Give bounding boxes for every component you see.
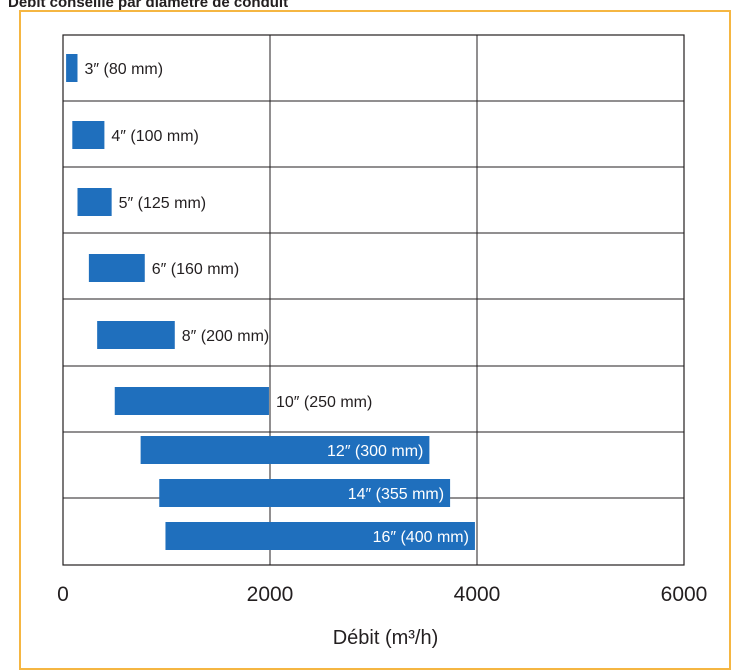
bar-4 — [97, 321, 175, 349]
bar-label-6: 12″ (300 mm) — [327, 443, 423, 460]
clipped-title-text: Débit conseillé par diamètre de conduit — [8, 0, 289, 11]
bar-0 — [66, 54, 78, 82]
bar-label-1: 4″ (100 mm) — [111, 128, 198, 145]
bar-3 — [88, 254, 145, 282]
bar-1 — [72, 121, 105, 149]
clipped-title: Débit conseillé par diamètre de conduit — [0, 0, 751, 11]
x-tick-label-0: 0 — [57, 583, 69, 606]
bar-5 — [114, 387, 269, 415]
bar-label-5: 10″ (250 mm) — [276, 394, 372, 411]
x-tick-label-2: 4000 — [454, 583, 501, 606]
bar-label-7: 14″ (355 mm) — [348, 486, 444, 503]
bar-2 — [77, 188, 112, 216]
bar-label-0: 3″ (80 mm) — [84, 61, 163, 78]
bar-label-3: 6″ (160 mm) — [152, 261, 239, 278]
bar-label-8: 16″ (400 mm) — [373, 529, 469, 546]
x-tick-label-3: 6000 — [661, 583, 708, 606]
plot-area-border — [62, 34, 685, 566]
x-axis-label: Débit (m³/h) — [333, 627, 439, 649]
bar-label-2: 5″ (125 mm) — [119, 195, 206, 212]
bar-7 — [159, 479, 451, 507]
x-tick-label-1: 2000 — [247, 583, 294, 606]
bar-label-4: 8″ (200 mm) — [182, 328, 269, 345]
bar-6 — [140, 436, 430, 464]
bar-8 — [165, 522, 475, 550]
